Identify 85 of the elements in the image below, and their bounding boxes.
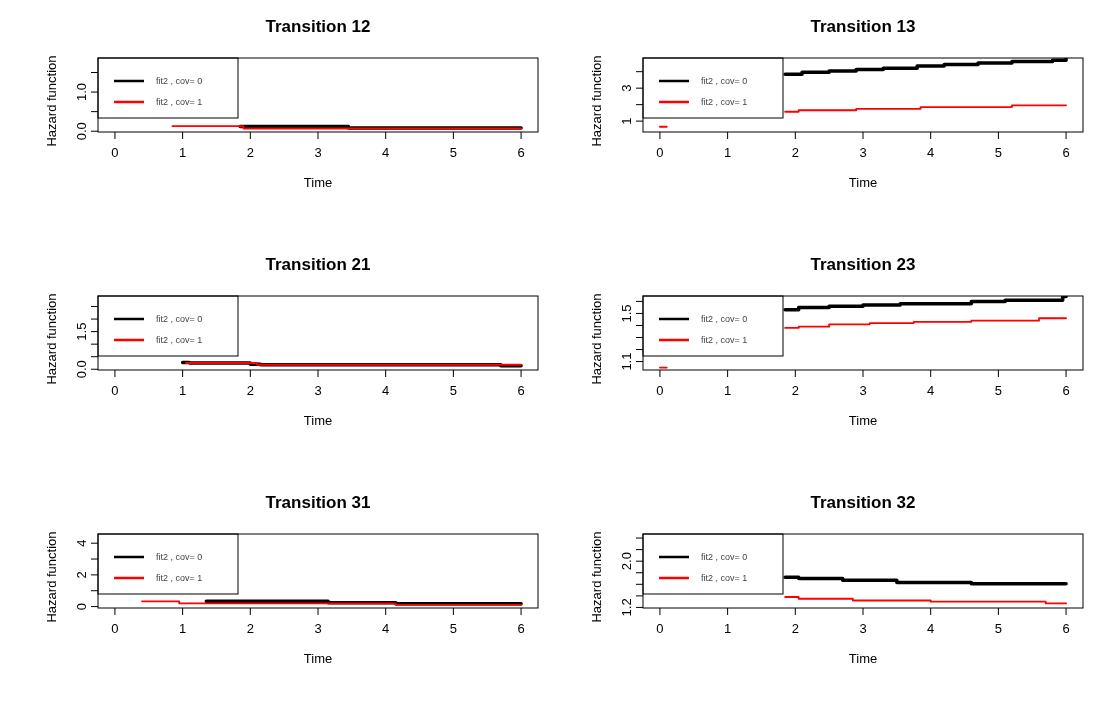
x-tick-label: 4 <box>927 145 935 160</box>
x-tick-label: 5 <box>449 621 457 636</box>
x-tick-label: 1 <box>724 383 732 398</box>
y-axis-title: Hazard function <box>44 293 59 385</box>
x-tick-label: 2 <box>246 145 254 160</box>
chart-title: Transition 31 <box>265 493 371 512</box>
x-tick-label: 1 <box>179 383 187 398</box>
x-tick-label: 0 <box>656 145 664 160</box>
x-tick-label: 5 <box>994 145 1002 160</box>
x-tick-label: 6 <box>517 145 525 160</box>
x-axis-title: Time <box>303 651 333 666</box>
y-axis-title: Hazard function <box>44 55 59 147</box>
x-tick-label: 5 <box>449 145 457 160</box>
y-tick-label: 1.5 <box>619 304 634 323</box>
legend-label: fit2 , cov= 0 <box>156 314 203 324</box>
y-tick-label: 2.0 <box>619 552 634 571</box>
x-tick-label: 5 <box>994 383 1002 398</box>
x-tick-label: 3 <box>314 621 322 636</box>
legend-label: fit2 , cov= 0 <box>701 314 748 324</box>
legend-label: fit2 , cov= 0 <box>701 552 748 562</box>
x-tick-label: 2 <box>246 621 254 636</box>
x-tick-label: 2 <box>246 383 254 398</box>
x-axis-title: Time <box>303 413 333 428</box>
y-tick-label: 2 <box>74 571 89 579</box>
x-tick-label: 3 <box>314 383 322 398</box>
y-tick-label: 0 <box>74 602 89 611</box>
x-axis-title: Time <box>303 175 333 190</box>
legend-label: fit2 , cov= 1 <box>701 573 748 583</box>
x-tick-label: 1 <box>179 145 187 160</box>
x-tick-label: 0 <box>111 145 119 160</box>
x-tick-label: 4 <box>927 383 935 398</box>
chart-title: Transition 32 <box>810 493 916 512</box>
x-tick-label: 4 <box>927 621 935 636</box>
chart-title: Transition 12 <box>265 17 371 36</box>
y-axis-title: Hazard function <box>589 531 604 623</box>
y-tick-label: 1 <box>619 117 634 125</box>
x-tick-label: 2 <box>791 383 799 398</box>
x-tick-label: 2 <box>791 145 799 160</box>
legend-label: fit2 , cov= 1 <box>156 573 203 583</box>
y-axis-title: Hazard function <box>589 55 604 147</box>
x-tick-label: 6 <box>517 621 525 636</box>
x-tick-label: 3 <box>314 145 322 160</box>
chart-title: Transition 23 <box>810 255 916 274</box>
x-axis-title: Time <box>848 175 878 190</box>
legend-label: fit2 , cov= 1 <box>156 335 203 345</box>
chart-title: Transition 13 <box>810 17 916 36</box>
x-tick-label: 0 <box>111 621 119 636</box>
legend-label: fit2 , cov= 1 <box>156 97 203 107</box>
x-tick-label: 0 <box>656 383 664 398</box>
x-tick-label: 4 <box>382 383 390 398</box>
legend-label: fit2 , cov= 1 <box>701 335 748 345</box>
legend-label: fit2 , cov= 0 <box>156 76 203 86</box>
x-tick-label: 3 <box>859 383 867 398</box>
y-tick-label: 0.0 <box>74 360 89 379</box>
x-tick-label: 1 <box>724 621 732 636</box>
y-tick-label: 1.1 <box>619 352 634 371</box>
x-tick-label: 3 <box>859 621 867 636</box>
y-tick-label: 1.0 <box>74 83 89 102</box>
y-tick-label: 3 <box>619 84 634 92</box>
x-tick-label: 6 <box>1062 383 1070 398</box>
x-tick-label: 6 <box>1062 621 1070 636</box>
x-tick-label: 2 <box>791 621 799 636</box>
y-tick-label: 0.0 <box>74 122 89 141</box>
x-axis-title: Time <box>848 651 878 666</box>
x-tick-label: 5 <box>449 383 457 398</box>
y-tick-label: 1.5 <box>74 322 89 341</box>
x-tick-label: 0 <box>111 383 119 398</box>
x-tick-label: 6 <box>1062 145 1070 160</box>
x-tick-label: 3 <box>859 145 867 160</box>
x-axis-title: Time <box>848 413 878 428</box>
y-axis-title: Hazard function <box>44 531 59 623</box>
x-tick-label: 6 <box>517 383 525 398</box>
x-tick-label: 4 <box>382 621 390 636</box>
x-tick-label: 4 <box>382 145 390 160</box>
legend-label: fit2 , cov= 0 <box>156 552 203 562</box>
y-axis-title: Hazard function <box>589 293 604 385</box>
y-tick-label: 4 <box>74 539 89 547</box>
chart-title: Transition 21 <box>265 255 371 274</box>
y-tick-label: 1.2 <box>619 598 634 617</box>
x-tick-label: 0 <box>656 621 664 636</box>
x-tick-label: 1 <box>724 145 732 160</box>
x-tick-label: 1 <box>179 621 187 636</box>
legend-label: fit2 , cov= 1 <box>701 97 748 107</box>
x-tick-label: 5 <box>994 621 1002 636</box>
legend-label: fit2 , cov= 0 <box>701 76 748 86</box>
